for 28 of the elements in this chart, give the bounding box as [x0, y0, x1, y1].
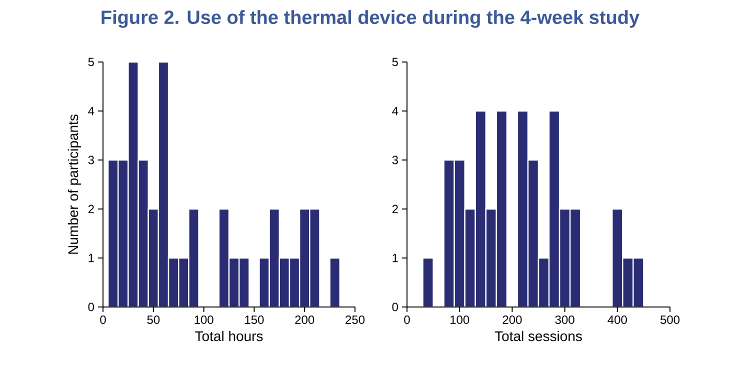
x-tick-label: 200: [295, 316, 314, 324]
x-axis-title: Total sessions: [494, 330, 582, 342]
y-tick-label: 2: [392, 204, 398, 214]
y-tick-label: 0: [88, 302, 94, 312]
x-tick-label: 100: [194, 316, 214, 324]
chart-title: Figure 2. Use of the thermal device during the 4-week study: [102, 10, 640, 28]
x-tick-label: 50: [147, 316, 160, 324]
x-tick-label: 0: [404, 316, 410, 324]
y-tick-label: 2: [88, 204, 94, 214]
x-tick-label: 400: [608, 316, 627, 324]
y-tick-label: 3: [392, 156, 398, 164]
y-axis-title: Number of participants: [68, 114, 81, 254]
y-tick-label: 4: [88, 106, 94, 116]
x-tick-label: 100: [450, 316, 470, 324]
y-tick-label: 0: [392, 302, 398, 312]
y-tick-label: 3: [88, 156, 94, 164]
x-tick-label: 150: [245, 316, 264, 324]
y-tick-label: 1: [392, 254, 398, 262]
y-tick-label: 4: [392, 106, 398, 116]
x-tick-label: 200: [502, 316, 522, 324]
x-tick-label: 250: [346, 316, 365, 324]
y-tick-label: 5: [88, 58, 94, 66]
x-axis-title: Total hours: [195, 330, 263, 342]
x-tick-label: 300: [555, 316, 574, 324]
x-tick-label: 0: [100, 316, 106, 324]
x-tick-label: 500: [660, 316, 680, 324]
y-tick-label: 5: [392, 58, 398, 66]
y-tick-label: 1: [88, 254, 94, 262]
